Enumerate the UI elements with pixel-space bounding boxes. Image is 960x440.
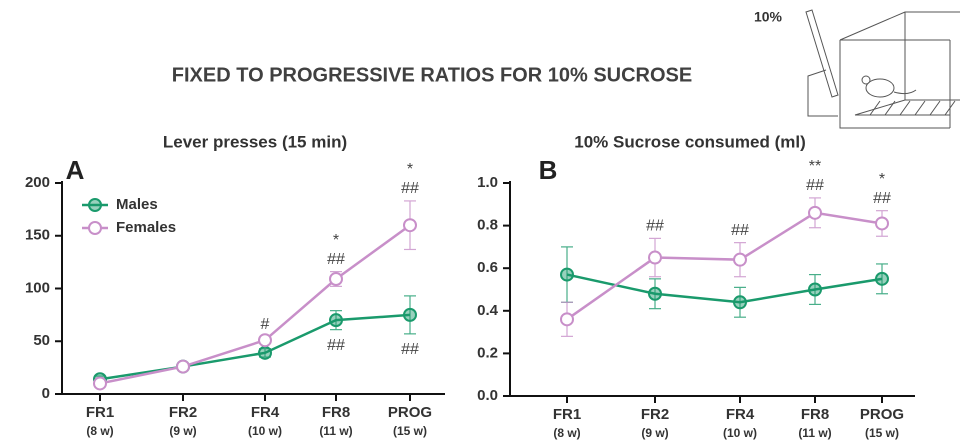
significance-annotation: ## xyxy=(327,337,345,354)
series-line xyxy=(567,275,882,303)
x-tick-label: FR1 xyxy=(553,406,581,423)
x-tick-sublabel: (8 w) xyxy=(86,424,113,438)
data-point xyxy=(734,296,746,308)
y-tick-label: 50 xyxy=(33,332,50,349)
x-tick-sublabel: (15 w) xyxy=(393,424,427,438)
x-tick-label: FR8 xyxy=(801,406,829,423)
figure-title: FIXED TO PROGRESSIVE RATIOS FOR 10% SUCR… xyxy=(172,64,692,86)
x-tick-sublabel: (11 w) xyxy=(319,424,352,438)
data-point xyxy=(330,314,342,326)
x-tick-label: FR4 xyxy=(251,404,280,421)
series-line xyxy=(567,213,882,320)
significance-annotation: ## xyxy=(327,251,345,268)
x-tick-label: FR1 xyxy=(86,404,114,421)
data-point xyxy=(734,254,746,266)
significance-annotation: ## xyxy=(401,180,419,197)
data-point xyxy=(561,313,573,325)
data-point xyxy=(330,273,342,285)
y-tick-label: 200 xyxy=(25,174,50,191)
significance-annotation: ## xyxy=(873,190,891,207)
significance-annotation: * xyxy=(333,232,339,249)
series-line xyxy=(100,315,410,379)
y-tick-label: 0.4 xyxy=(477,302,499,319)
data-point xyxy=(809,284,821,296)
y-tick-label: 1.0 xyxy=(477,174,498,191)
x-tick-label: FR4 xyxy=(726,406,755,423)
x-tick-sublabel: (8 w) xyxy=(553,426,580,440)
x-tick-sublabel: (15 w) xyxy=(865,426,899,440)
illustration-label: 10% xyxy=(754,9,783,25)
data-point xyxy=(649,252,661,264)
data-point xyxy=(94,377,106,389)
x-tick-sublabel: (11 w) xyxy=(798,426,831,440)
panel-label: A xyxy=(66,155,85,185)
series xyxy=(561,198,888,336)
significance-annotation: ## xyxy=(646,218,664,235)
figure: FIXED TO PROGRESSIVE RATIOS FOR 10% SUCR… xyxy=(0,0,960,440)
data-point xyxy=(809,207,821,219)
legend-label: Males xyxy=(116,196,158,213)
x-tick-sublabel: (10 w) xyxy=(723,426,757,440)
cage-illustration xyxy=(806,10,960,128)
legend-marker xyxy=(89,222,101,234)
legend-marker xyxy=(89,199,101,211)
significance-annotation: * xyxy=(879,171,885,188)
significance-annotation: * xyxy=(407,161,413,178)
data-point xyxy=(649,288,661,300)
x-tick-label: FR2 xyxy=(641,406,669,423)
series xyxy=(94,296,416,385)
y-tick-label: 0.6 xyxy=(477,259,498,276)
charts: Lever presses (15 min) A 0 50 100 150 200 FR1 (8… xyxy=(25,132,915,440)
page: FIXED TO PROGRESSIVE RATIOS FOR 10% SUCR… xyxy=(0,0,960,440)
data-point xyxy=(259,347,271,359)
y-tick-label: 0.2 xyxy=(477,344,498,361)
legend-label: Females xyxy=(116,219,176,236)
series-line xyxy=(100,225,410,383)
y-tick-label: 100 xyxy=(25,279,50,296)
y-tick-label: 0 xyxy=(42,385,50,402)
x-tick-label: FR2 xyxy=(169,404,197,421)
y-tick-label: 0.0 xyxy=(477,387,498,404)
chart-title: Lever presses (15 min) xyxy=(163,132,347,151)
series xyxy=(561,247,888,317)
significance-annotation: ** xyxy=(809,158,821,175)
data-point xyxy=(177,361,189,373)
data-point xyxy=(561,269,573,281)
data-point xyxy=(404,309,416,321)
data-point xyxy=(876,273,888,285)
y-tick-label: 150 xyxy=(25,227,50,244)
significance-annotation: ## xyxy=(806,177,824,194)
x-tick-label: FR8 xyxy=(322,404,350,421)
significance-annotation: ## xyxy=(731,222,749,239)
x-tick-sublabel: (9 w) xyxy=(169,424,196,438)
significance-annotation: ## xyxy=(401,341,419,358)
significance-annotation: # xyxy=(261,316,270,333)
data-point xyxy=(259,334,271,346)
x-tick-label: PROG xyxy=(860,406,904,423)
x-tick-sublabel: (10 w) xyxy=(248,424,282,438)
x-tick-sublabel: (9 w) xyxy=(641,426,668,440)
panel-label: B xyxy=(539,155,558,185)
chart-title: 10% Sucrose consumed (ml) xyxy=(574,132,805,151)
data-point xyxy=(876,217,888,229)
y-tick-label: 0.8 xyxy=(477,217,498,234)
x-tick-label: PROG xyxy=(388,404,432,421)
data-point xyxy=(404,219,416,231)
